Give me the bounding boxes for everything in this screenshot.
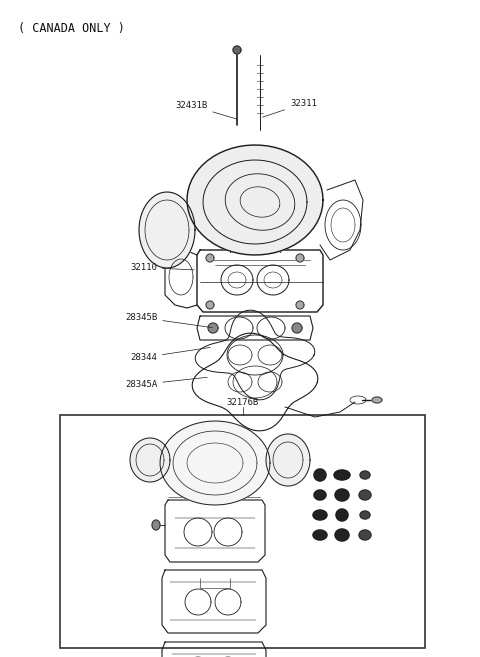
Polygon shape bbox=[266, 434, 310, 486]
Text: 28344: 28344 bbox=[130, 348, 210, 362]
Polygon shape bbox=[160, 421, 270, 505]
Text: 32110: 32110 bbox=[130, 263, 194, 272]
Bar bbox=[60, 415, 425, 648]
Polygon shape bbox=[187, 145, 323, 255]
Polygon shape bbox=[360, 511, 370, 519]
Polygon shape bbox=[152, 520, 160, 530]
Polygon shape bbox=[296, 254, 304, 262]
Polygon shape bbox=[208, 323, 218, 333]
Polygon shape bbox=[359, 530, 371, 540]
Polygon shape bbox=[206, 254, 214, 262]
Text: ( CANADA ONLY ): ( CANADA ONLY ) bbox=[18, 22, 125, 35]
Polygon shape bbox=[360, 471, 370, 479]
Polygon shape bbox=[314, 490, 326, 500]
Polygon shape bbox=[359, 490, 371, 500]
Polygon shape bbox=[335, 489, 349, 501]
Polygon shape bbox=[296, 301, 304, 309]
Polygon shape bbox=[314, 469, 326, 481]
Text: 32176B: 32176B bbox=[227, 398, 259, 407]
Text: 32311: 32311 bbox=[263, 99, 317, 117]
Polygon shape bbox=[139, 192, 195, 268]
Polygon shape bbox=[313, 510, 327, 520]
Polygon shape bbox=[233, 46, 241, 54]
Polygon shape bbox=[335, 529, 349, 541]
Text: 32431B: 32431B bbox=[175, 101, 237, 119]
Text: 28345A: 28345A bbox=[125, 377, 207, 389]
Polygon shape bbox=[206, 301, 214, 309]
Polygon shape bbox=[313, 530, 327, 540]
Polygon shape bbox=[130, 438, 170, 482]
Polygon shape bbox=[336, 509, 348, 521]
Text: 28345B: 28345B bbox=[125, 313, 212, 328]
Polygon shape bbox=[334, 470, 350, 480]
Polygon shape bbox=[292, 323, 302, 333]
Polygon shape bbox=[372, 397, 382, 403]
